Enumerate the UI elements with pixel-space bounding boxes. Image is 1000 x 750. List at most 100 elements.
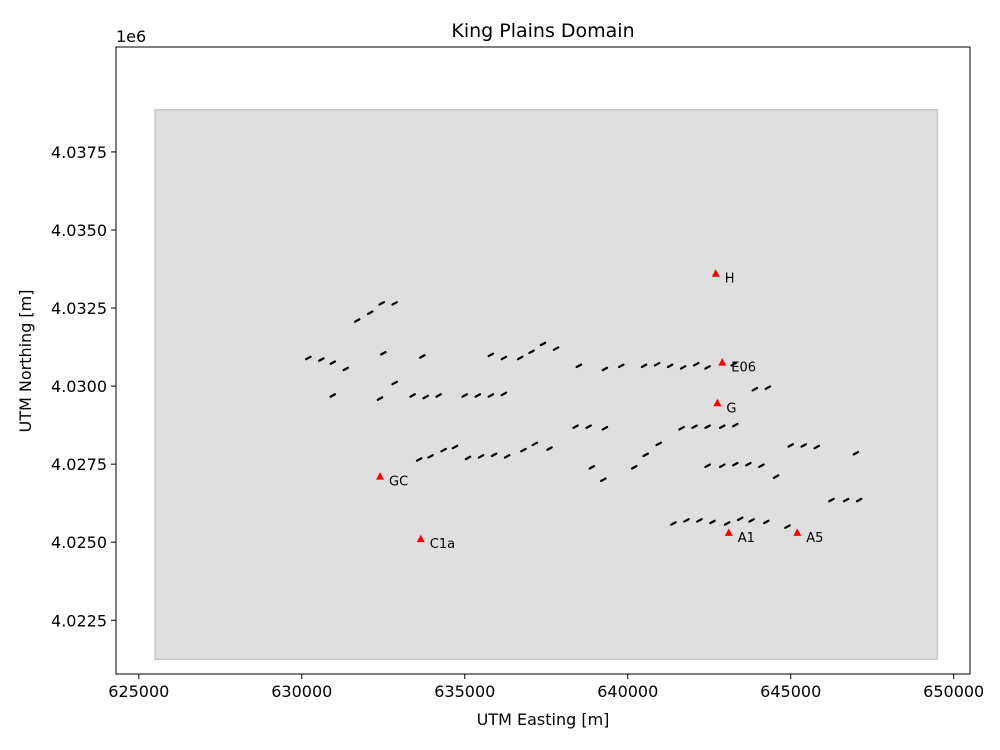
turbine-point (500, 391, 508, 397)
turbine-point (451, 444, 459, 450)
turbine-point (655, 441, 663, 447)
y-axis-label: UTM Northing [m] (16, 289, 35, 432)
x-tick-label: 635000 (434, 682, 495, 701)
turbine-point (474, 393, 482, 398)
y-tick-label: 4.0325 (51, 299, 107, 318)
turbine-point (670, 521, 677, 526)
turbine-point (787, 443, 795, 448)
turbine-point (692, 361, 700, 367)
turbine-point (487, 393, 495, 398)
turbine-point (329, 360, 337, 365)
turbine-point (600, 477, 607, 483)
turbine-point (464, 455, 472, 461)
station-marker (713, 398, 722, 407)
turbine-point (704, 424, 711, 429)
turbine-point (391, 380, 398, 386)
station-label: GC (389, 475, 408, 490)
turbine-point (601, 425, 609, 431)
turbine-point (852, 450, 860, 456)
turbine-point (679, 365, 687, 370)
turbine-point (575, 363, 583, 369)
turbine-point (678, 425, 685, 431)
turbine-point (379, 351, 387, 356)
turbine-point (718, 463, 726, 469)
x-tick-label: 625000 (108, 682, 169, 701)
turbine-point (762, 519, 770, 525)
y-tick-label: 4.0275 (51, 455, 107, 474)
station-marker (724, 528, 733, 536)
turbine-point (772, 474, 780, 479)
turbine-point (391, 301, 398, 306)
turbine-point (531, 441, 539, 447)
turbine-point (520, 447, 527, 453)
turbine-point (329, 393, 337, 398)
y-tick-label: 4.0250 (51, 533, 107, 552)
turbine-point (427, 454, 434, 459)
turbine-point (342, 366, 350, 372)
turbine-point (378, 301, 385, 306)
y-tick-label: 4.0300 (51, 377, 107, 396)
turbine-point (487, 352, 495, 358)
turbine-point (855, 497, 863, 503)
marks-layer: H E06 G GC C1a A1 A5 (305, 269, 863, 552)
turbine-point (617, 363, 625, 369)
turbine-point (683, 518, 690, 523)
turbine-point (642, 452, 649, 458)
y-tick-label: 4.0375 (51, 143, 107, 162)
turbine-point (461, 393, 469, 398)
chart-title: King Plains Domain (451, 20, 634, 42)
turbine-point (723, 521, 731, 526)
turbine-point (630, 464, 638, 470)
turbine-point (748, 518, 755, 523)
turbine-point (490, 452, 498, 458)
station-marker (376, 472, 385, 480)
turbine-point (305, 355, 312, 361)
turbine-point (745, 461, 752, 467)
domain-box (154, 109, 939, 661)
x-axis-label: UTM Easting [m] (477, 710, 610, 729)
station-marker (711, 269, 720, 277)
turbine-point (718, 424, 726, 429)
turbine-point (318, 357, 325, 362)
turbine-point (422, 394, 429, 400)
turbine-point (503, 454, 511, 459)
turbine-point (440, 447, 447, 453)
station-label: G (726, 401, 736, 416)
turbine-point (758, 463, 765, 469)
turbine-point (539, 341, 547, 347)
x-tick-label: 640000 (597, 682, 658, 701)
turbine-point (572, 424, 579, 429)
x-tick-label: 630000 (271, 682, 332, 701)
station-marker (793, 528, 802, 536)
turbine-point (353, 318, 361, 323)
turbine-point (813, 444, 821, 450)
turbine-point (732, 422, 739, 428)
turbine-point (666, 363, 674, 369)
axes-frame (115, 46, 971, 675)
turbine-point (376, 396, 384, 401)
turbine-point (601, 366, 609, 372)
turbine-point (691, 424, 698, 429)
turbine-point (415, 457, 423, 462)
turbine-point (552, 346, 560, 351)
turbine-point (704, 365, 711, 370)
x-axis: 625000 630000 635000 640000 645000 650000 (108, 674, 984, 701)
turbine-point (546, 446, 553, 451)
turbine-point (500, 355, 508, 361)
y-offset-label: 1e6 (116, 27, 146, 46)
station-label: C1a (430, 537, 455, 552)
x-tick-label: 645000 (760, 682, 821, 701)
station-label: A1 (738, 531, 755, 546)
turbine-point (653, 361, 661, 367)
turbine-point (435, 393, 442, 398)
y-tick-label: 4.0350 (51, 221, 107, 240)
turbine-point (800, 443, 808, 448)
y-axis: 4.0225 4.0250 4.0275 4.0300 4.0325 4.0350 4.03… (51, 143, 116, 630)
turbine-point (516, 355, 524, 361)
x-tick-label: 650000 (923, 682, 984, 701)
turbine-point (842, 497, 850, 503)
turbine-point (409, 393, 416, 398)
turbine-point (732, 461, 739, 467)
